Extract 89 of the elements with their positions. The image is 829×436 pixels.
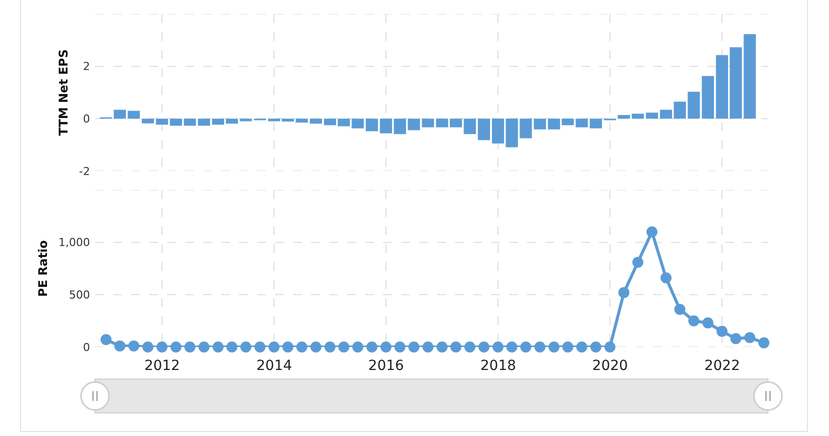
bar: [422, 118, 434, 128]
bar: [226, 118, 238, 124]
bar: [366, 118, 378, 132]
point: [450, 342, 462, 352]
point: [142, 342, 154, 352]
point: [674, 304, 686, 315]
point: [408, 342, 420, 352]
bar: [142, 118, 154, 124]
point: [618, 287, 630, 298]
point: [576, 342, 588, 352]
y-axis-title: TTM Net EPS: [56, 49, 70, 136]
point: [226, 342, 238, 352]
point: [646, 226, 658, 238]
point: [702, 317, 714, 328]
point: [744, 332, 756, 344]
bar: [464, 118, 476, 134]
point: [338, 342, 350, 352]
point: [254, 342, 266, 352]
point: [422, 342, 434, 352]
point: [688, 315, 700, 326]
point: [394, 342, 406, 352]
point: [156, 342, 168, 352]
x-tick-label: 2022: [704, 358, 740, 374]
bar: [310, 118, 322, 124]
point: [198, 342, 210, 352]
point: [548, 342, 560, 352]
point: [114, 340, 126, 352]
bar: [618, 115, 630, 119]
y-tick-label: 0: [83, 340, 90, 354]
y-tick-label: 2: [83, 60, 90, 74]
x-tick-label: 2014: [256, 358, 292, 374]
bar: [170, 118, 182, 126]
point: [436, 342, 448, 352]
bar: [450, 118, 462, 128]
y-tick-label: 0: [83, 112, 90, 126]
y-axis-title: PE Ratio: [36, 240, 50, 297]
point: [184, 342, 196, 352]
bar: [212, 118, 224, 125]
point: [352, 342, 364, 352]
y-tick-label: 500: [69, 288, 90, 302]
point: [604, 342, 616, 352]
y-tick-label: 1,000: [58, 236, 90, 250]
point: [492, 342, 504, 352]
point: [128, 340, 140, 352]
point: [590, 342, 602, 352]
bar: [478, 118, 490, 140]
bar: [394, 118, 406, 134]
point: [324, 342, 336, 352]
point: [310, 342, 322, 352]
bar: [268, 118, 280, 122]
point: [282, 342, 294, 352]
point: [100, 334, 112, 346]
point: [366, 342, 378, 352]
point: [660, 272, 672, 284]
bar: [408, 118, 420, 130]
point: [464, 342, 476, 352]
point: [520, 342, 532, 352]
point: [632, 256, 644, 268]
x-tick-label: 2020: [592, 358, 628, 374]
point: [534, 342, 546, 352]
point: [268, 342, 280, 352]
bar: [534, 118, 546, 130]
point: [380, 342, 392, 352]
x-tick-label: 2012: [144, 358, 180, 374]
bar: [632, 114, 644, 119]
bar: [240, 118, 252, 122]
bar: [492, 118, 504, 144]
point: [730, 333, 742, 344]
bar: [660, 110, 672, 119]
bar: [198, 118, 210, 126]
x-tick-label: 2018: [480, 358, 516, 374]
point: [716, 326, 728, 337]
y-tick-label: -2: [79, 164, 90, 178]
point: [758, 337, 770, 348]
bar: [184, 118, 196, 126]
point: [562, 342, 574, 352]
bar: [436, 118, 448, 128]
point: [296, 342, 308, 352]
point: [170, 342, 182, 352]
point: [506, 342, 518, 352]
bar: [156, 118, 168, 125]
point: [212, 342, 224, 352]
x-tick-label: 2016: [368, 358, 404, 374]
bar: [590, 118, 602, 128]
point: [478, 342, 490, 352]
bar: [380, 118, 392, 134]
bar: [646, 112, 658, 119]
bar: [702, 76, 714, 119]
point: [240, 342, 252, 352]
